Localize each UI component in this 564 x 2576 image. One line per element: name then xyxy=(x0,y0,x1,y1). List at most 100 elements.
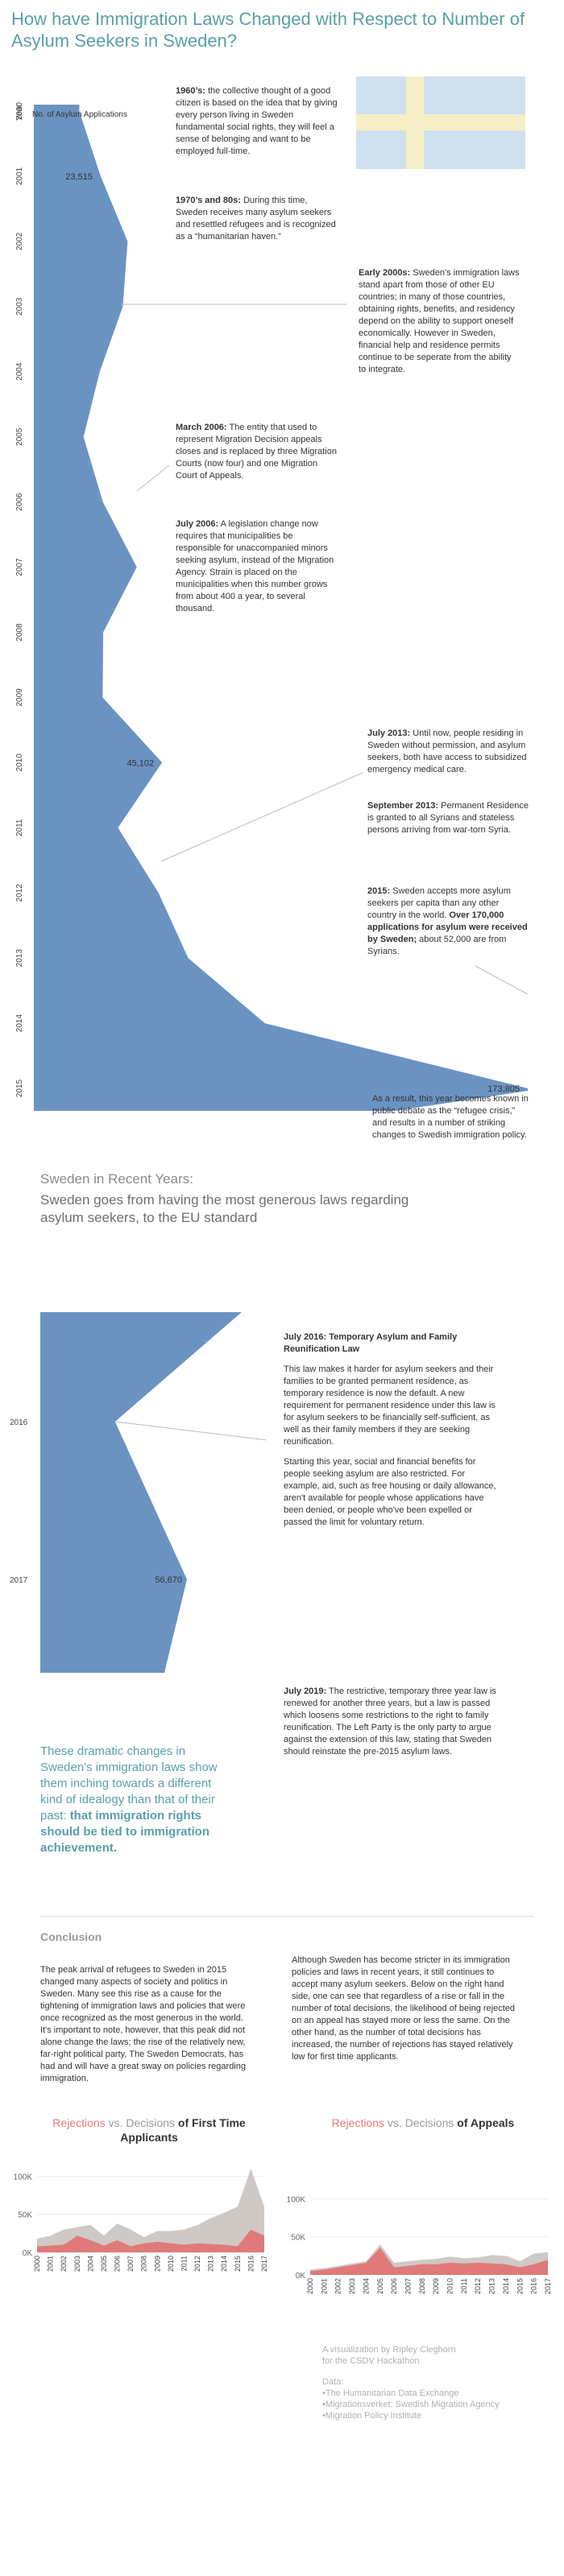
series-decisions xyxy=(37,2169,264,2252)
xtick-2011: 2011 xyxy=(460,2278,468,2293)
recent-connector xyxy=(114,1421,266,1441)
data-label-2001: 23,515 xyxy=(65,172,93,182)
main-series-label: No. of Asylum Applications xyxy=(32,110,127,119)
annotation-july-2013: July 2013: Until now, people residing in… xyxy=(367,729,527,774)
xtick-2005: 2005 xyxy=(100,2256,108,2272)
annotation-connectors xyxy=(121,303,529,995)
year-tick-2007: 2007 xyxy=(15,558,24,576)
divider xyxy=(40,1916,533,1917)
recent-year-2016: 2016 xyxy=(10,1418,28,1427)
section2-title: Sweden in Recent Years: xyxy=(40,1171,193,1187)
xtick-2015: 2015 xyxy=(516,2278,524,2294)
series-rejections xyxy=(310,2248,548,2275)
year-tick-2009: 2009 xyxy=(15,688,24,707)
year-tick-2004: 2004 xyxy=(15,362,24,381)
annotation-1960s: 1960’s: the collective thought of a good… xyxy=(176,86,338,156)
chart2-title: Rejections vs. Decisions of Appeals xyxy=(331,2116,515,2129)
xtick-2006: 2006 xyxy=(114,2256,122,2272)
xtick-2005: 2005 xyxy=(376,2278,384,2294)
recent-area-chart: 2016 2017 56,670 xyxy=(10,1312,266,1673)
year-tick-2013: 2013 xyxy=(15,949,24,968)
series-rejections xyxy=(37,2229,264,2252)
year-tick-2001: 2001 xyxy=(15,167,24,185)
teal-callout: These dramatic changes in Sweden's immig… xyxy=(40,1744,218,1855)
year-tick-2002: 2002 xyxy=(15,232,24,250)
data-label-2017: 56,670 xyxy=(155,1575,182,1585)
xtick-2010: 2010 xyxy=(167,2256,175,2272)
xtick-2001: 2001 xyxy=(320,2278,328,2294)
xtick-2004: 2004 xyxy=(362,2278,370,2294)
recent-year-2017: 2017 xyxy=(10,1576,28,1585)
annotation-early-2000s: Early 2000s: Sweden's immigration laws s… xyxy=(359,268,520,374)
year-tick-2003: 2003 xyxy=(15,297,24,316)
source-2: •Migrationsverket: Swedish Migration Age… xyxy=(322,2400,500,2409)
xtick-2010: 2010 xyxy=(446,2278,454,2294)
xtick-2001: 2001 xyxy=(47,2256,55,2272)
annotation-march-2006: March 2006: The entity that used to repr… xyxy=(176,423,337,481)
ytick-0K: 0K xyxy=(296,2272,306,2281)
data-label-2015: 173,805 xyxy=(487,1084,520,1094)
chart1-title: Rejections vs. Decisions of First Time A… xyxy=(52,2116,246,2144)
asylum-area xyxy=(34,105,528,1111)
xtick-2015: 2015 xyxy=(234,2256,242,2272)
xtick-2017: 2017 xyxy=(260,2256,268,2272)
annotation-july-2016: July 2016: Temporary Asylum and Family R… xyxy=(284,1332,496,1527)
year-tick-2012: 2012 xyxy=(15,884,24,902)
ytick-50K: 50K xyxy=(291,2234,305,2243)
conclusion-left: The peak arrival of refugees to Sweden i… xyxy=(40,1965,246,2083)
xtick-2002: 2002 xyxy=(60,2256,68,2272)
year-tick-2010: 2010 xyxy=(15,753,24,772)
year-tick-2008: 2008 xyxy=(15,623,24,642)
xtick-2014: 2014 xyxy=(220,2256,228,2272)
xtick-2000: 2000 xyxy=(33,2256,41,2272)
page-title: How have Immigration Laws Changed with R… xyxy=(11,9,525,51)
xtick-2013: 2013 xyxy=(207,2256,215,2272)
xtick-2003: 2003 xyxy=(348,2278,356,2294)
xtick-2017: 2017 xyxy=(544,2278,552,2294)
axis-label-year: Year xyxy=(15,104,24,121)
footer-credits: A visualization by Ripley Cleghorn for t… xyxy=(322,2344,548,2421)
xtick-2012: 2012 xyxy=(474,2278,482,2294)
data-label: Data: xyxy=(322,2377,344,2387)
data-label-2010: 45,102 xyxy=(126,758,154,768)
xtick-2012: 2012 xyxy=(193,2256,201,2272)
conclusion-heading: Conclusion xyxy=(40,1930,102,1943)
xtick-2004: 2004 xyxy=(86,2256,94,2272)
credit-line-2: for the CSDV Hackathon xyxy=(322,2356,420,2366)
year-tick-2006: 2006 xyxy=(15,493,24,511)
source-1: •The Humanitarian Data Exchange xyxy=(322,2388,459,2398)
xtick-2011: 2011 xyxy=(180,2256,189,2271)
ytick-50K: 50K xyxy=(18,2211,32,2220)
annotation-sept-2013: September 2013: Permanent Residence is g… xyxy=(367,801,529,835)
recent-area xyxy=(40,1312,242,1673)
source-3: •Migration Policy Institute xyxy=(322,2411,422,2421)
year-tick-2000: 2000 xyxy=(15,101,24,120)
xtick-2016: 2016 xyxy=(247,2256,255,2272)
xtick-2007: 2007 xyxy=(126,2256,135,2272)
xtick-2014: 2014 xyxy=(502,2278,510,2294)
year-tick-2005: 2005 xyxy=(15,427,24,446)
credit-line-1: A visualization by Ripley Cleghorn xyxy=(322,2345,456,2355)
annotation-july-2006: July 2006: A legislation change now requ… xyxy=(176,519,334,613)
year-tick-2015: 2015 xyxy=(15,1079,24,1097)
section2-subtitle: Sweden goes from having the most generou… xyxy=(40,1192,409,1225)
xtick-2016: 2016 xyxy=(530,2278,538,2294)
year-tick-2014: 2014 xyxy=(15,1014,24,1033)
ytick-100K: 100K xyxy=(14,2173,33,2182)
sweden-flag-icon xyxy=(356,76,525,169)
xtick-2000: 2000 xyxy=(306,2278,314,2294)
annotation-result: As a result, this year becomes known in … xyxy=(372,1094,529,1140)
xtick-2008: 2008 xyxy=(140,2256,148,2272)
ytick-100K: 100K xyxy=(287,2195,306,2204)
xtick-2009: 2009 xyxy=(153,2256,161,2272)
xtick-2009: 2009 xyxy=(432,2278,440,2294)
xtick-2013: 2013 xyxy=(488,2278,496,2294)
xtick-2008: 2008 xyxy=(418,2278,426,2294)
xtick-2003: 2003 xyxy=(73,2256,81,2272)
xtick-2007: 2007 xyxy=(404,2278,413,2294)
annotation-july-2019: July 2019: The restrictive, temporary th… xyxy=(284,1686,496,1757)
annotation-2015: 2015: Sweden accepts more asylum seekers… xyxy=(367,886,528,956)
